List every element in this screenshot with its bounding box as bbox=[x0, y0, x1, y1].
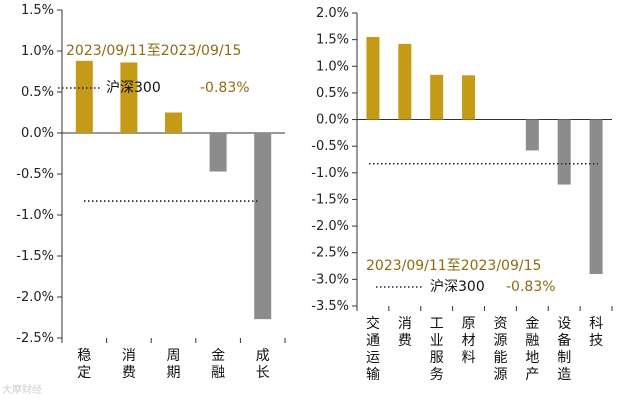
category-label-成长: 成长 bbox=[256, 348, 270, 381]
date-range-annotation: 2023/09/11至2023/09/15 bbox=[366, 258, 541, 274]
y-tick-label: -1.5% bbox=[16, 249, 54, 264]
bar-原材料 bbox=[462, 75, 476, 120]
y-tick-label: -1.5% bbox=[311, 192, 349, 207]
y-tick-label: -3.5% bbox=[311, 299, 349, 314]
bar-工业服务 bbox=[430, 74, 444, 120]
legend-hs300-value: -0.83% bbox=[506, 279, 556, 295]
bar-金融地产 bbox=[525, 119, 539, 151]
category-label-金融地产: 金融地产 bbox=[525, 316, 539, 383]
watermark: 大摩财经 bbox=[2, 385, 42, 396]
bar-金融 bbox=[209, 133, 227, 172]
y-tick-label: -1.0% bbox=[311, 166, 349, 181]
y-tick-label: -2.0% bbox=[311, 219, 349, 234]
bar-交通运输 bbox=[366, 36, 380, 120]
y-tick-label: 0.5% bbox=[21, 85, 54, 100]
bar-科技 bbox=[589, 119, 603, 275]
y-tick-label: 0.5% bbox=[316, 86, 349, 101]
y-tick-label: 2.0% bbox=[316, 6, 349, 21]
category-label-周期: 周期 bbox=[167, 348, 181, 381]
y-tick-label: -0.5% bbox=[16, 167, 54, 182]
y-tick-label: 1.0% bbox=[21, 44, 54, 59]
y-tick-label: 0.0% bbox=[316, 113, 349, 128]
category-label-消费: 消费 bbox=[122, 348, 136, 381]
y-tick-label: -2.0% bbox=[16, 290, 54, 305]
category-label-原材料: 原材料 bbox=[462, 316, 476, 366]
y-tick-label: -1.0% bbox=[16, 208, 54, 223]
left-style-chart: 1.5% 1.0% 0.5% 0.0% -0.5% -1.0% -1.5% -2.0% -2.5… bbox=[16, 3, 286, 381]
category-label-资源能源: 资源能源 bbox=[493, 316, 507, 383]
bar-成长 bbox=[254, 133, 272, 320]
category-label-科技: 科技 bbox=[589, 316, 603, 349]
y-tick-label: 0.0% bbox=[21, 126, 54, 141]
category-label-稳定: 稳定 bbox=[77, 348, 91, 381]
y-tick-label: 1.0% bbox=[316, 59, 349, 74]
y-tick-label: -2.5% bbox=[16, 331, 54, 346]
y-tick-label: 1.5% bbox=[316, 33, 349, 48]
bar-消费 bbox=[120, 62, 138, 134]
bar-周期 bbox=[165, 112, 182, 133]
category-label-金融: 金融 bbox=[211, 348, 225, 381]
category-label-交通运输: 交通运输 bbox=[366, 315, 380, 383]
legend-hs300-label: 沪深300 bbox=[430, 279, 485, 295]
category-label-设备制造: 设备制造 bbox=[557, 316, 571, 383]
bar-消费 bbox=[398, 43, 412, 120]
date-range-annotation: 2023/09/11至2023/09/15 bbox=[66, 43, 241, 59]
bar-稳定 bbox=[75, 60, 93, 134]
y-tick-label: 1.5% bbox=[21, 3, 54, 18]
right-sector-chart: 2.0% 1.5% 1.0% 0.5% 0.0% -0.5% -1.0% -1.5% -2.0%… bbox=[311, 6, 613, 383]
y-tick-label: -0.5% bbox=[311, 139, 349, 154]
category-label-消费: 消费 bbox=[398, 316, 412, 349]
y-tick-label: -2.5% bbox=[311, 246, 349, 261]
y-tick-label: -3.0% bbox=[311, 272, 349, 287]
legend-hs300-label: 沪深300 bbox=[106, 80, 161, 96]
bar-设备制造 bbox=[557, 119, 571, 185]
legend-hs300-value: -0.83% bbox=[200, 80, 250, 96]
category-label-工业服务: 工业服务 bbox=[430, 316, 444, 383]
